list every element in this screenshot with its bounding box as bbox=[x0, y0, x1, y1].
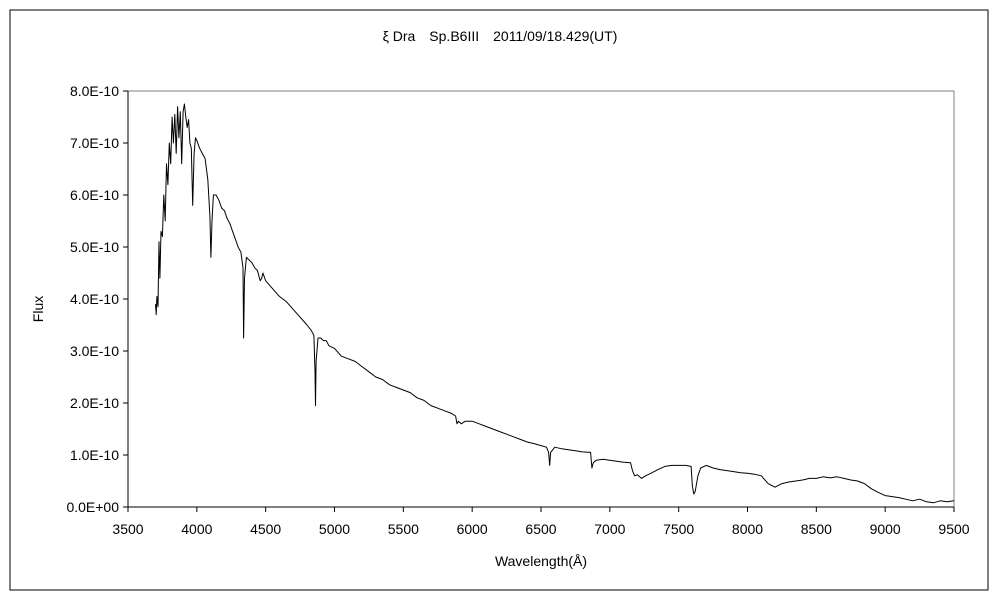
y-tick-label: 2.0E-10 bbox=[70, 395, 119, 411]
x-tick-label: 5000 bbox=[319, 521, 350, 537]
x-axis-label: Wavelength(Å) bbox=[495, 553, 587, 569]
x-tick-label: 6500 bbox=[525, 521, 556, 537]
y-tick-label: 3.0E-10 bbox=[70, 343, 119, 359]
chart-title: ξ Dra Sp.B6III 2011/09/18.429(UT) bbox=[383, 28, 618, 44]
x-tick-label: 7500 bbox=[663, 521, 694, 537]
spectrum-series-line bbox=[155, 103, 955, 504]
x-tick-label: 9000 bbox=[870, 521, 901, 537]
x-tick-label: 8000 bbox=[732, 521, 763, 537]
outer-border bbox=[9, 9, 989, 591]
y-tick-label: 8.0E-10 bbox=[70, 83, 119, 99]
y-tick-label: 5.0E-10 bbox=[70, 239, 119, 255]
x-tick-label: 3500 bbox=[112, 521, 143, 537]
x-tick-label: 5500 bbox=[388, 521, 419, 537]
x-tick-label: 4500 bbox=[250, 521, 281, 537]
x-tick-label: 4000 bbox=[181, 521, 212, 537]
x-tick-label: 6000 bbox=[457, 521, 488, 537]
y-axis-ticks: 0.0E+00 1.0E-10 2.0E-10 3.0E-10 4.0E-10 5.0E-… bbox=[66, 83, 128, 515]
y-axis-label: Flux bbox=[30, 296, 46, 322]
x-tick-label: 7000 bbox=[594, 521, 625, 537]
x-tick-label: 9500 bbox=[938, 521, 969, 537]
y-tick-label: 4.0E-10 bbox=[70, 291, 119, 307]
x-tick-label: 8500 bbox=[801, 521, 832, 537]
y-tick-label: 6.0E-10 bbox=[70, 187, 119, 203]
x-axis-ticks: 3500 4000 4500 5000 5500 6000 6500 7000 7500 8000… bbox=[112, 507, 970, 537]
y-tick-label: 1.0E-10 bbox=[70, 447, 119, 463]
y-tick-label: 7.0E-10 bbox=[70, 135, 119, 151]
y-tick-label: 0.0E+00 bbox=[66, 499, 119, 515]
